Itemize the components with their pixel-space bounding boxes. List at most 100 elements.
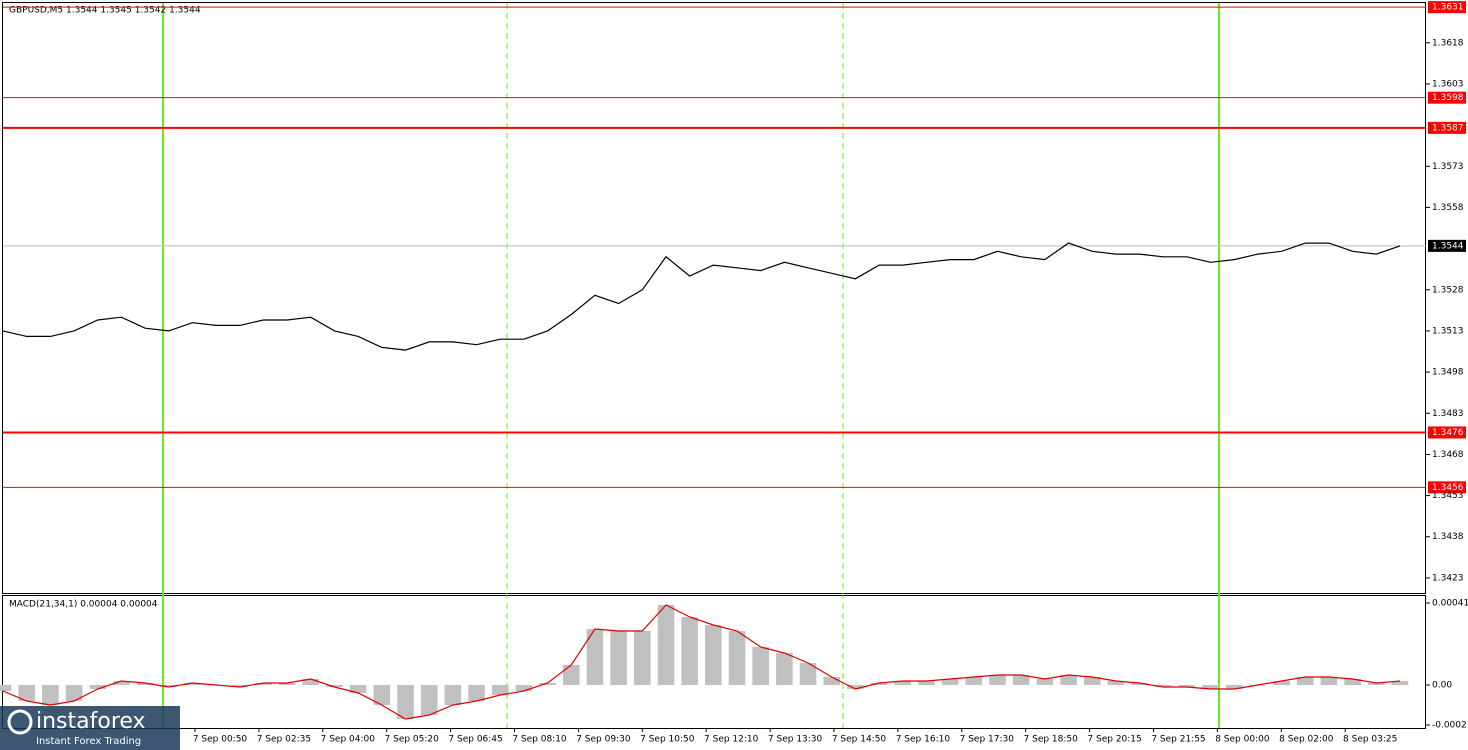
macd-bar [18, 685, 35, 701]
macd-bar [776, 653, 793, 685]
macd-bar [160, 685, 178, 687]
x-tick-label: 7 Sep 09:30 [576, 735, 631, 745]
x-tick-label: 7 Sep 16:10 [896, 735, 951, 745]
macd-bar [326, 685, 343, 687]
y-tick-label: 1.3453 [1432, 491, 1464, 501]
y-tick-label: 1.3603 [1432, 79, 1464, 89]
level-label-bg [1428, 1, 1466, 14]
macd-bar [349, 685, 367, 693]
macd-bar [42, 685, 59, 705]
macd-bar [231, 685, 249, 687]
macd-bar [113, 681, 130, 685]
x-tick-label: 7 Sep 04:00 [321, 735, 376, 745]
macd-bar [1107, 681, 1125, 685]
level-label: 1.3587 [1432, 123, 1464, 133]
x-tick-label: 7 Sep 10:50 [640, 735, 695, 745]
y-tick-label: 1.3438 [1432, 532, 1464, 542]
y-tick-label: 0.00 [1432, 681, 1452, 691]
x-tick-label: 7 Sep 08:10 [512, 735, 567, 745]
level-label: 1.3476 [1432, 428, 1464, 438]
macd-bar [1202, 685, 1219, 689]
x-tick-label: 8 Sep 00:00 [1215, 735, 1270, 745]
x-tick-label: 7 Sep 13:30 [768, 735, 823, 745]
level-label-bg [1428, 121, 1466, 134]
macd-title: MACD(21,34,1) 0.00004 0.00004 [9, 600, 158, 610]
macd-bar [705, 625, 722, 685]
macd-bar [989, 675, 1006, 685]
logo: instaforex Instant Forex Trading [0, 706, 180, 750]
current-price-bg [1428, 239, 1466, 252]
macd-bar [681, 617, 698, 685]
x-tick-label: 7 Sep 14:50 [832, 735, 887, 745]
y-tick-label: 1.3498 [1432, 368, 1464, 378]
macd-bar [823, 677, 841, 685]
x-tick-label: 7 Sep 20:15 [1087, 735, 1141, 745]
macd-bar [302, 679, 320, 685]
macd-bar [255, 683, 272, 685]
macd-bar [752, 647, 769, 685]
macd-bar [515, 685, 533, 691]
y-tick-label: 1.3483 [1432, 409, 1464, 419]
macd-bar [586, 629, 604, 685]
macd-bar [1178, 685, 1196, 687]
macd-bar [1083, 677, 1101, 685]
x-tick-label: 7 Sep 02:35 [257, 735, 311, 745]
macd-bar [728, 631, 746, 685]
macd-bar [1154, 685, 1172, 687]
macd-bar [0, 685, 12, 691]
price-panel [2, 2, 1426, 594]
x-tick-label: 8 Sep 03:25 [1343, 735, 1397, 745]
x-tick-label: 7 Sep 18:50 [1024, 735, 1079, 745]
macd-bar [1344, 679, 1361, 685]
macd-bar [444, 685, 462, 705]
macd-bar [965, 677, 983, 685]
price-line [2, 242, 1401, 351]
macd-bar [420, 685, 438, 715]
current-price-label: 1.3544 [1432, 241, 1464, 251]
macd-bar [918, 681, 935, 685]
macd-bar [610, 631, 627, 685]
macd-bar [894, 681, 912, 685]
y-tick-label: 1.3573 [1432, 162, 1464, 172]
y-tick-label: 1.3528 [1432, 285, 1464, 295]
logo-name: instaforex [36, 709, 146, 734]
y-tick-label: 1.3558 [1432, 203, 1464, 213]
x-tick-label: 7 Sep 12:10 [704, 735, 759, 745]
y-tick-label: -0.0002 [1432, 721, 1467, 731]
level-label: 1.3456 [1432, 483, 1464, 493]
macd-bar [65, 685, 83, 701]
macd-bar [657, 605, 675, 685]
macd-bar [634, 631, 651, 685]
macd-bar [1036, 679, 1054, 685]
level-label: 1.3631 [1432, 3, 1464, 13]
x-tick-label: 7 Sep 17:30 [960, 735, 1015, 745]
level-label-bg [1428, 426, 1466, 439]
macd-bar [468, 685, 485, 701]
logo-tagline: Instant Forex Trading [36, 736, 141, 747]
level-label: 1.3598 [1432, 93, 1464, 103]
macd-bar [941, 679, 959, 685]
macd-bar [1131, 683, 1148, 685]
y-tick-label: 0.00041 [1432, 599, 1468, 609]
macd-bar [1060, 675, 1077, 685]
macd-bar [89, 685, 106, 689]
macd-bar [847, 685, 864, 689]
signal-line [2, 604, 1401, 720]
macd-bar [870, 683, 888, 685]
level-label-bg [1428, 481, 1466, 494]
macd-bar [1297, 677, 1314, 685]
macd-bar [1273, 681, 1290, 685]
macd-bar [539, 683, 556, 685]
y-tick-label: 1.3468 [1432, 450, 1464, 460]
x-tick-label: 8 Sep 02:00 [1279, 735, 1334, 745]
x-tick-label: 7 Sep 00:50 [193, 735, 248, 745]
macd-bar [373, 685, 391, 705]
level-label-bg [1428, 91, 1466, 104]
y-tick-label: 1.3513 [1432, 326, 1464, 336]
macd-bar [397, 685, 414, 719]
x-tick-label: 7 Sep 05:20 [385, 735, 440, 745]
macd-bar [1320, 677, 1338, 685]
logo-icon [7, 709, 33, 735]
macd-bar [1225, 685, 1243, 689]
macd-bar [799, 663, 817, 685]
